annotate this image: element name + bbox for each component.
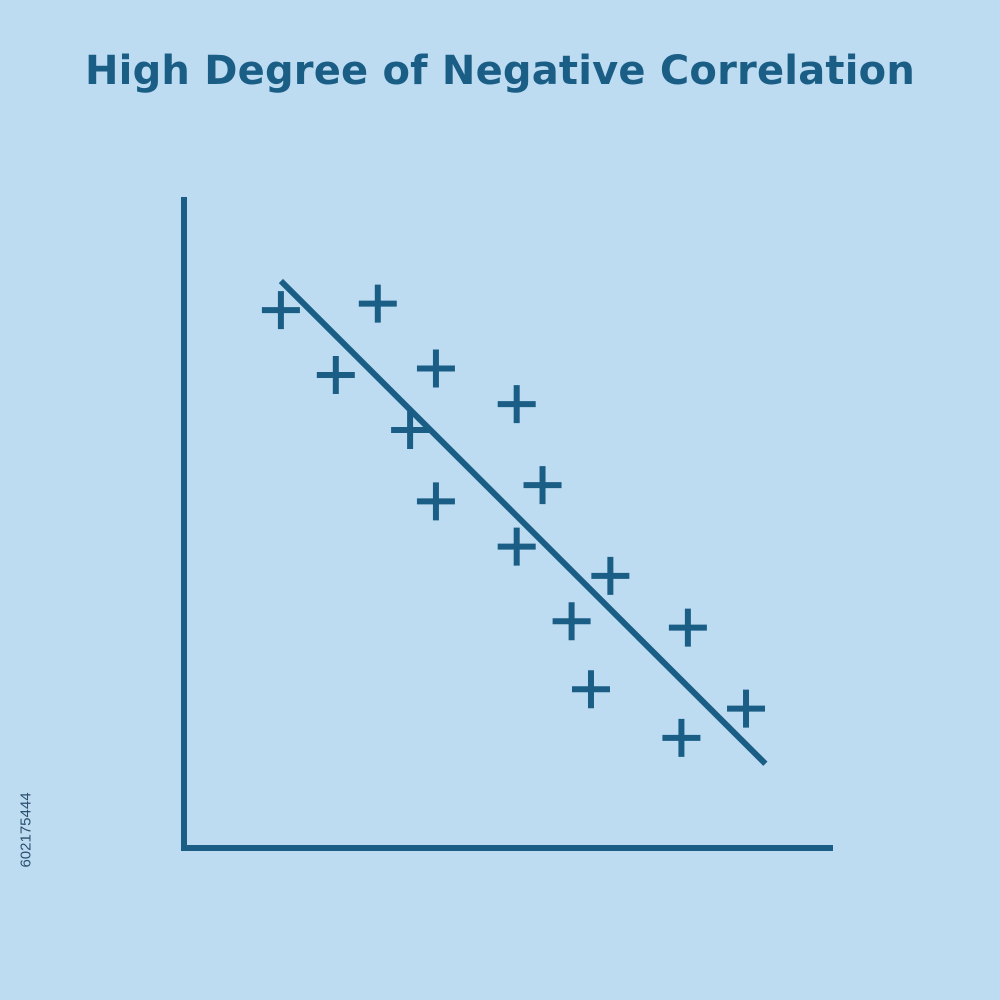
data-point-7: [497, 385, 536, 424]
data-point-6: [416, 482, 455, 521]
data-point-10: [591, 556, 630, 595]
data-point-15: [727, 689, 766, 728]
data-point-5: [391, 411, 430, 450]
data-point-9: [497, 527, 536, 566]
axes: [181, 197, 833, 851]
stock-id-label: 602175444: [17, 792, 35, 868]
data-point-4: [416, 349, 455, 388]
trendline-layer: [278, 278, 768, 766]
trendline: [278, 278, 768, 766]
data-point-14: [662, 718, 701, 757]
data-point-3: [316, 355, 355, 394]
data-point-12: [571, 670, 610, 709]
data-point-2: [358, 284, 397, 323]
data-point-11: [552, 602, 591, 641]
data-point-13: [668, 608, 707, 647]
data-point-1: [261, 291, 300, 330]
data-point-8: [523, 466, 562, 505]
points-layer: [261, 284, 766, 757]
chart-title: High Degree of Negative Correlation: [84, 48, 915, 94]
